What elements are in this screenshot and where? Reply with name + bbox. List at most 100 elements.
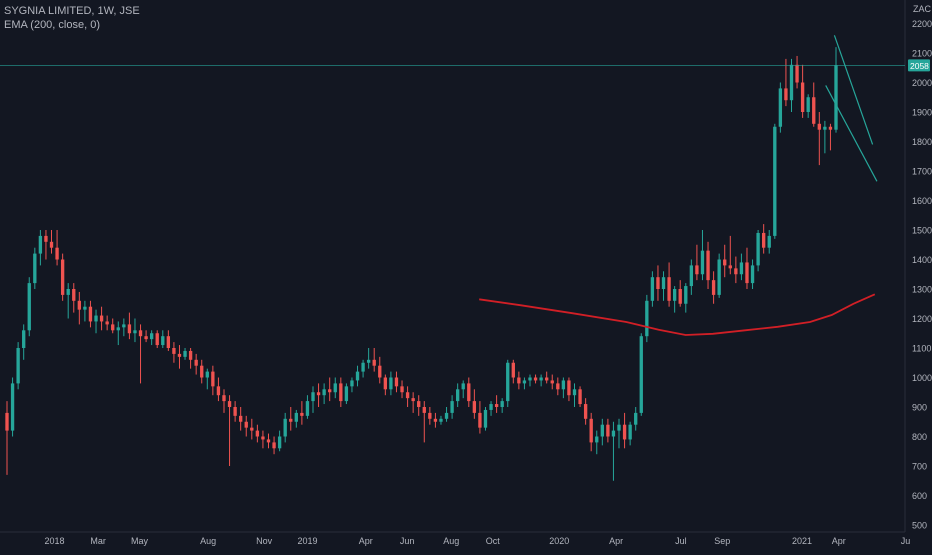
candle xyxy=(133,318,137,343)
candle xyxy=(695,244,699,281)
candle xyxy=(305,395,310,419)
candle xyxy=(762,224,766,254)
candle-body xyxy=(489,404,493,410)
candle xyxy=(55,230,59,266)
price-tick-label: 1000 xyxy=(912,373,932,383)
candle xyxy=(16,342,20,390)
time-tick-label: Apr xyxy=(609,536,623,546)
candle-body xyxy=(277,436,282,449)
candle xyxy=(773,123,777,239)
candle-body xyxy=(5,412,9,431)
candle-body xyxy=(155,333,159,346)
candle xyxy=(812,82,816,127)
candle-body xyxy=(166,336,171,348)
candle xyxy=(333,377,337,399)
candle xyxy=(667,262,671,307)
candle-body xyxy=(762,232,766,248)
candle-body xyxy=(316,392,321,396)
candle xyxy=(144,330,148,343)
candle xyxy=(444,407,449,422)
candle-body xyxy=(750,265,755,284)
price-tick-label: 1400 xyxy=(912,255,932,265)
symbol-title[interactable]: SYGNIA LIMITED, 1W, JSE xyxy=(4,5,140,17)
candle-body xyxy=(255,430,260,437)
candle xyxy=(622,412,627,449)
candle-body xyxy=(22,330,26,348)
candle-body xyxy=(806,97,810,112)
candle-body xyxy=(405,392,410,399)
candle xyxy=(489,401,493,416)
candle xyxy=(750,259,755,289)
candle-body xyxy=(127,324,132,334)
candle xyxy=(417,395,421,416)
candle xyxy=(700,230,705,281)
candle xyxy=(44,230,48,260)
time-tick-label: Sep xyxy=(714,536,730,546)
candle xyxy=(372,348,376,372)
candle-body xyxy=(545,377,549,381)
candle xyxy=(316,383,321,407)
candle-body xyxy=(266,439,271,443)
candle-body xyxy=(472,401,477,413)
candle-body xyxy=(589,418,593,443)
candle xyxy=(800,64,805,118)
candle xyxy=(589,412,593,452)
candle-body xyxy=(422,407,426,413)
candle xyxy=(294,409,298,428)
candle xyxy=(155,330,159,348)
candle xyxy=(478,401,482,434)
candle-body xyxy=(678,289,682,304)
candle-body xyxy=(645,300,649,337)
candle-body xyxy=(211,371,215,387)
candle xyxy=(10,377,15,437)
candle-body xyxy=(400,386,404,393)
candle xyxy=(823,120,827,154)
candle-body xyxy=(556,383,560,390)
candle-body xyxy=(60,259,65,295)
candle xyxy=(166,330,171,351)
candle-body xyxy=(812,97,816,124)
candle-body xyxy=(177,353,182,357)
candle-body xyxy=(411,398,415,402)
candle-body xyxy=(433,418,438,422)
candle-body xyxy=(172,348,176,354)
candle xyxy=(138,324,143,384)
candle-body xyxy=(133,330,137,334)
candle xyxy=(250,418,254,440)
indicator-label[interactable]: EMA (200, close, 0) xyxy=(4,19,100,31)
candle-body xyxy=(778,88,783,127)
candle xyxy=(461,380,465,399)
candle-body xyxy=(450,401,454,413)
candle xyxy=(834,47,838,133)
candle xyxy=(400,380,404,399)
candle xyxy=(122,318,126,337)
candle xyxy=(511,359,515,384)
candle-body xyxy=(344,386,349,402)
price-tick-label: 2100 xyxy=(912,49,932,59)
candle-body xyxy=(305,401,310,416)
time-tick-label: 2021 xyxy=(792,536,812,546)
candle-body xyxy=(355,371,360,381)
candle xyxy=(227,395,232,466)
candle xyxy=(556,377,560,396)
price-tick-label: 600 xyxy=(912,491,927,501)
candle-body xyxy=(372,359,376,366)
candle xyxy=(149,330,154,346)
candle xyxy=(5,401,9,475)
candle xyxy=(628,421,632,446)
price-tick-label: 1100 xyxy=(912,344,931,354)
candle-body xyxy=(300,412,304,416)
candle-body xyxy=(695,265,699,275)
candle xyxy=(378,356,382,384)
candle xyxy=(33,247,37,289)
candle-body xyxy=(10,383,15,431)
candle-body xyxy=(700,250,705,275)
candle-body xyxy=(517,377,521,384)
candle xyxy=(684,283,688,313)
time-tick-label: Aug xyxy=(200,536,216,546)
candle xyxy=(778,82,783,133)
candle-body xyxy=(567,380,571,396)
candle xyxy=(105,315,109,331)
